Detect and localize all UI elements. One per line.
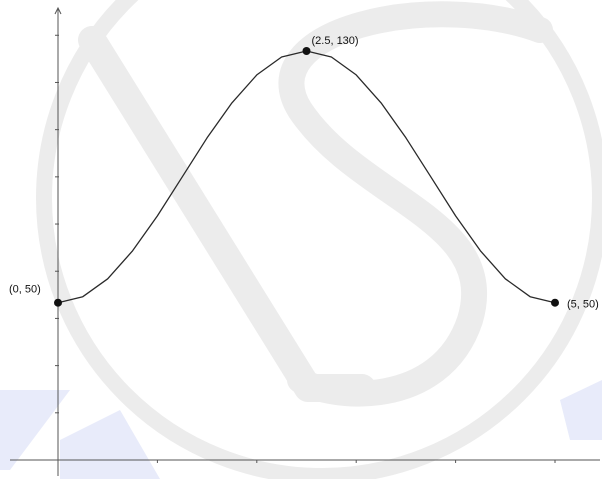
watermark-v-stroke xyxy=(78,26,376,402)
axes xyxy=(10,6,600,476)
data-label-2: (5, 50) xyxy=(567,299,599,311)
watermark-s-stroke xyxy=(278,1,553,407)
data-point-2 xyxy=(551,298,559,307)
watermark-shape-right xyxy=(560,380,602,440)
data-label-1: (2.5, 130) xyxy=(312,35,359,47)
points-layer: (0, 50) (2.5, 130) (5, 50) xyxy=(9,35,599,311)
watermark-shape-left xyxy=(0,390,70,470)
watermark-shape-mid xyxy=(60,410,160,479)
data-label-0: (0, 50) xyxy=(9,284,41,296)
data-point-1 xyxy=(302,47,311,55)
y-axis-arrow xyxy=(54,6,62,15)
data-point-0 xyxy=(54,298,62,307)
watermark-ring xyxy=(36,0,602,479)
